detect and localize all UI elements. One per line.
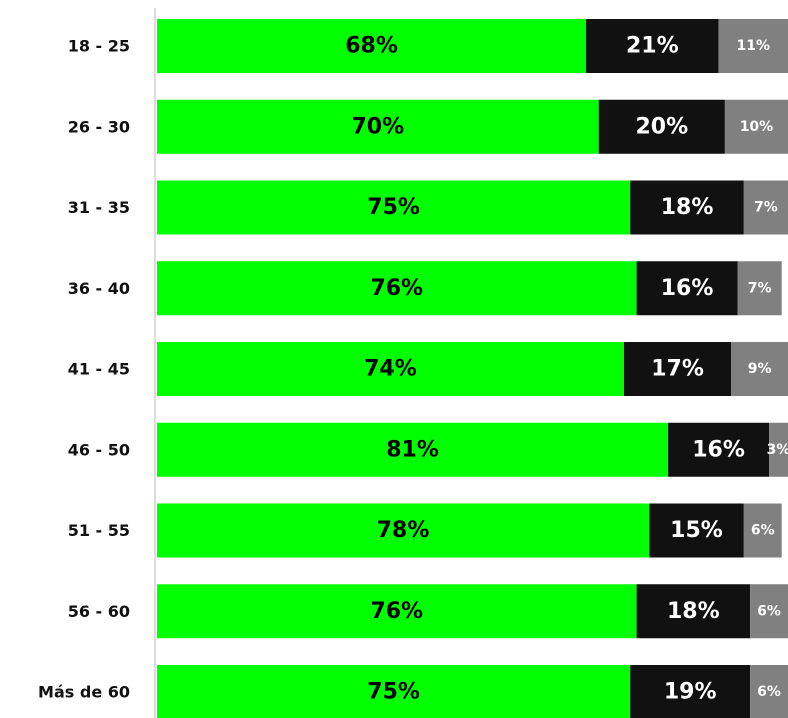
- category-label: 26 - 30: [68, 117, 130, 136]
- bar-segment: [724, 99, 788, 154]
- bar-segment: [157, 261, 637, 316]
- bar-segment: [668, 422, 770, 477]
- value-label: 3%: [767, 442, 788, 458]
- bar-segment: [630, 665, 751, 718]
- category-label: 18 - 25: [68, 37, 130, 56]
- value-label: 9%: [748, 361, 772, 377]
- value-label: 16%: [661, 276, 714, 301]
- value-label: 6%: [757, 684, 781, 700]
- value-label: 78%: [377, 518, 430, 543]
- value-label: 6%: [757, 603, 781, 619]
- value-label: 20%: [635, 114, 688, 139]
- bar-segment: [586, 19, 719, 73]
- category-label: Más de 60: [38, 683, 130, 702]
- value-label: 18%: [667, 599, 720, 624]
- bar-segment: [157, 19, 587, 73]
- value-label: 18%: [661, 195, 714, 220]
- category-label: 51 - 55: [68, 521, 130, 540]
- bar-segment: [630, 180, 744, 235]
- bar-segment: [623, 342, 732, 396]
- bar-segment: [157, 584, 637, 639]
- category-label: 41 - 45: [68, 360, 130, 379]
- value-label: 10%: [740, 119, 774, 135]
- bar-segment: [731, 342, 788, 396]
- category-label: 31 - 35: [68, 198, 130, 217]
- value-label: 6%: [751, 523, 775, 539]
- bar-segment: [598, 99, 725, 154]
- bar-segment: [769, 422, 788, 477]
- bar-segment: [157, 180, 631, 235]
- value-label: 75%: [367, 195, 420, 220]
- bar-segment: [157, 342, 624, 396]
- value-label: 76%: [370, 599, 423, 624]
- value-label: 11%: [737, 38, 771, 54]
- value-label: 74%: [364, 357, 417, 382]
- bar-segment: [157, 422, 669, 477]
- value-label: 17%: [651, 357, 704, 382]
- value-label: 81%: [386, 437, 439, 462]
- bar-segment: [743, 180, 788, 235]
- value-label: 75%: [367, 680, 420, 705]
- bar-segment: [649, 503, 744, 558]
- bar-segment: [750, 665, 788, 718]
- bar-segment: [636, 584, 751, 639]
- category-label: 46 - 50: [68, 440, 130, 459]
- bar-segment: [718, 19, 788, 73]
- value-label: 76%: [370, 276, 423, 301]
- value-label: 21%: [626, 34, 679, 59]
- category-label: 36 - 40: [68, 279, 130, 298]
- value-label: 19%: [664, 680, 717, 705]
- bar-segment: [157, 99, 599, 154]
- bar-segment: [737, 261, 782, 316]
- value-label: 68%: [345, 34, 398, 59]
- value-label: 16%: [692, 437, 745, 462]
- bar-segment: [750, 584, 788, 639]
- value-label: 7%: [748, 280, 772, 296]
- value-label: 70%: [352, 114, 405, 139]
- category-label: 56 - 60: [68, 602, 130, 621]
- value-label: 7%: [754, 200, 778, 216]
- bar-segment: [743, 503, 782, 558]
- bar-segment: [636, 261, 738, 316]
- value-label: 15%: [670, 518, 723, 543]
- bar-segment: [157, 503, 650, 558]
- bar-segment: [157, 665, 631, 718]
